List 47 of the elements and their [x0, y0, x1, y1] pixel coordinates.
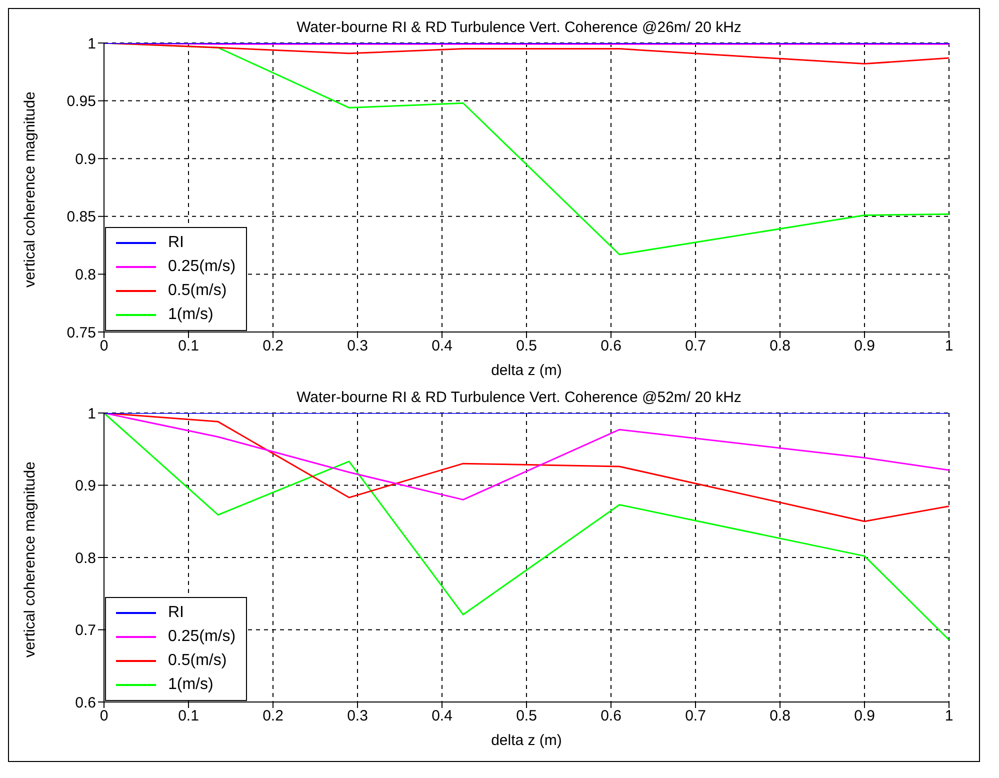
- chart-title: Water-bourne RI & RD Turbulence Vert. Coherence @26m/ 20 kHz: [296, 19, 742, 36]
- y-tick-label: 0.9: [75, 150, 96, 168]
- legend-label: 0.5(m/s): [168, 282, 227, 300]
- y-tick-label: 0.9: [75, 478, 96, 495]
- x-tick-label: 0: [100, 708, 108, 725]
- legend-label: 0.25(m/s): [168, 258, 236, 276]
- x-tick-label: 0.4: [432, 708, 452, 725]
- x-tick-label: 0.8: [770, 708, 790, 725]
- y-tick-label: 0.8: [75, 266, 96, 284]
- x-tick-label: 0.2: [262, 708, 284, 725]
- y-tick-label: 1: [88, 405, 96, 422]
- y-axis-title: vertical coherence magnitude: [21, 92, 38, 288]
- legend-label: 1(m/s): [168, 306, 214, 324]
- x-tick-label: 0.7: [685, 708, 706, 725]
- x-tick-label: 1: [944, 338, 954, 355]
- x-tick-label: 0.7: [685, 338, 706, 355]
- legend-label: RI: [168, 234, 184, 252]
- x-tick-label: 0.3: [347, 338, 368, 355]
- x-tick-label: 0: [100, 338, 108, 355]
- legend-label: 0.5(m/s): [168, 652, 227, 670]
- x-tick-label: 0.9: [854, 708, 875, 725]
- y-tick-label: 0.7: [75, 622, 96, 640]
- x-axis-title: delta z (m): [491, 732, 562, 749]
- x-axis-title: delta z (m): [491, 362, 562, 379]
- y-tick-label: 0.95: [66, 93, 96, 110]
- x-tick-label: 0.6: [600, 338, 622, 355]
- y-tick-label: 0.85: [66, 208, 96, 226]
- x-tick-label: 0.3: [347, 708, 368, 725]
- y-tick-label: 1: [88, 35, 96, 52]
- legend-label: RI: [168, 604, 184, 622]
- legend-label: 0.25(m/s): [168, 628, 236, 646]
- legend-label: 1(m/s): [168, 676, 214, 694]
- x-tick-label: 1: [944, 708, 954, 725]
- x-tick-label: 0.8: [770, 338, 790, 355]
- x-tick-label: 0.1: [178, 708, 199, 725]
- x-tick-label: 0.9: [854, 338, 875, 355]
- x-tick-label: 0.1: [178, 338, 199, 355]
- x-tick-label: 0.5: [516, 708, 537, 725]
- y-axis-title: vertical coherence magnitude: [21, 462, 38, 658]
- y-tick-label: 0.6: [75, 694, 96, 712]
- x-tick-label: 0.4: [432, 338, 452, 355]
- x-tick-label: 0.6: [600, 708, 622, 725]
- chart-title: Water-bourne RI & RD Turbulence Vert. Coherence @52m/ 20 kHz: [296, 389, 742, 406]
- x-tick-label: 0.2: [262, 338, 284, 355]
- y-tick-label: 0.8: [75, 550, 96, 567]
- x-tick-label: 0.5: [516, 338, 537, 355]
- y-tick-label: 0.75: [66, 324, 96, 342]
